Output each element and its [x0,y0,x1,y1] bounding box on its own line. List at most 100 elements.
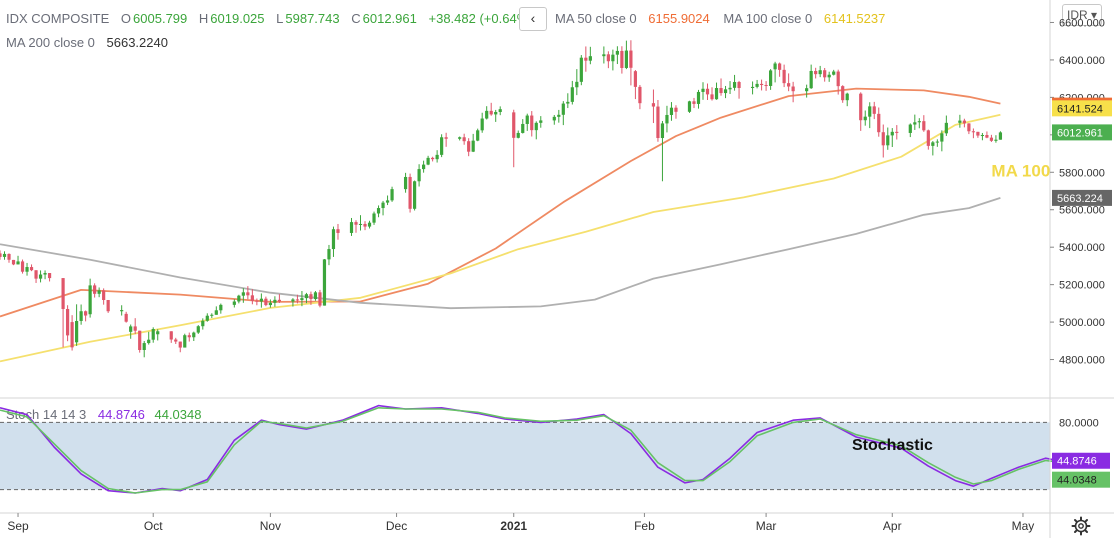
candle-body [624,50,628,68]
candle [462,133,466,145]
candle [0,250,2,260]
candle-body [521,123,525,133]
candle-body [363,223,367,227]
candle-body [818,70,822,75]
candle-body [291,299,295,302]
candle-body [494,111,498,115]
candle [823,67,827,82]
candle-body [530,115,534,131]
candle [241,288,245,303]
candle-body [620,50,624,68]
candle-body [665,114,669,124]
ohlc-legend: IDX COMPOSITE O 6005.799 H 6019.025 L 5987.… [6,11,533,26]
candle-body [376,208,381,214]
collapse-legend-button[interactable]: ‹ [519,7,547,31]
candle-body [859,93,863,121]
currency-selector[interactable]: IDR ▾ [1062,4,1102,26]
candle [201,318,205,330]
candle [836,69,840,95]
candle [759,79,764,91]
candle [273,296,277,307]
candle [665,105,669,133]
candle [814,67,818,79]
candle-body [908,124,912,133]
close-value: 6012.961 [362,11,417,26]
candle-body [980,135,985,137]
candle-body [516,132,520,138]
candle [336,223,340,240]
candle-body [138,330,142,350]
candle [570,80,574,105]
candle-body [106,299,110,312]
price-tick-label: 5000.000 [1059,317,1105,329]
ma50-label: MA 50 close 0 [555,11,637,26]
candle-body [926,130,930,146]
candle-body [566,101,570,104]
candle [989,134,994,142]
candle [187,332,191,342]
ma50-line [0,87,1001,318]
candle-body [985,135,989,138]
price-tick-label: 5400.000 [1059,242,1105,254]
candle [88,278,92,318]
ma100-value: 6141.5237 [823,11,886,26]
stoch-legend: Stoch 14 14 3 44.8746 44.0348 [6,407,201,422]
ma100-annotation: MA 100 [991,161,1050,180]
candle-body [998,132,1003,140]
candle [926,129,930,150]
candle [967,123,971,135]
candle-body [759,83,764,86]
candle [97,287,101,298]
candle-body [372,213,376,223]
candle [516,130,520,139]
candle [980,132,985,141]
candle [872,101,876,120]
candle-body [169,331,173,340]
gear-icon[interactable] [1071,516,1091,536]
candle [178,341,182,353]
candle-body [845,93,849,101]
candle-body [584,57,588,61]
candle [615,46,619,65]
candle-body [381,202,385,209]
candle [908,123,912,138]
ma-layer [0,87,1001,363]
candle [778,62,782,77]
price-badge-bg [1052,124,1112,141]
candle [295,294,300,304]
candle-body [886,135,890,146]
candle-body [417,169,421,182]
price-badge-bg [1052,189,1112,206]
stoch-layer [0,404,1064,494]
candle-body [787,83,791,87]
candle [142,341,146,358]
candle [750,81,755,95]
candle-body [633,71,638,87]
candle [183,333,187,348]
candle-body [534,122,538,131]
price-badge-label: 6012.961 [1057,127,1103,139]
candle-body [174,339,178,342]
candle [422,160,426,173]
candle [998,131,1003,140]
stoch-badge: 44.0348 [1052,471,1110,488]
candle-body [877,113,881,133]
candle [521,119,525,134]
candle [376,205,381,218]
candle-body [88,285,92,315]
candle-body [498,109,502,112]
annotation-layer: MA 1005.8906155.9026141.5246012.9615663.… [852,97,1112,488]
candle-body [313,292,318,300]
candle [403,172,408,193]
candle [566,93,570,109]
stoch-badge: 44.8746 [1052,452,1110,469]
candle-body [719,88,723,94]
candle-body [967,123,971,132]
candle [512,109,516,168]
price-tick-label: 5800.000 [1059,167,1105,179]
candle [584,46,588,72]
candle-body [273,299,277,303]
candle [169,331,173,343]
candle-body [931,142,935,146]
